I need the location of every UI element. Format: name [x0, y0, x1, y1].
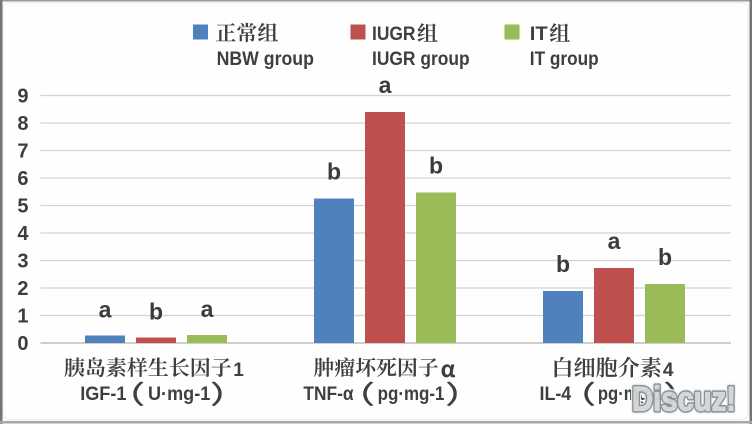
- svg-text:IGF-1: IGF-1: [80, 384, 127, 405]
- svg-text:a: a: [379, 72, 392, 98]
- svg-text:1: 1: [17, 306, 28, 328]
- svg-text:IUGR group: IUGR group: [372, 49, 470, 70]
- svg-text:pg·mg-1: pg·mg-1: [378, 384, 445, 405]
- svg-text:0: 0: [17, 333, 28, 355]
- svg-text:7: 7: [17, 141, 28, 163]
- svg-text:Discuz!: Discuz!: [632, 381, 736, 419]
- svg-text:5: 5: [17, 196, 28, 218]
- svg-text:4: 4: [663, 360, 674, 381]
- svg-text:b: b: [429, 153, 443, 179]
- svg-text:IT group: IT group: [530, 49, 599, 70]
- svg-text:Discuz!: Discuz!: [632, 381, 736, 419]
- svg-text:a: a: [201, 296, 214, 322]
- svg-text:b: b: [327, 159, 341, 185]
- svg-text:Discuz!: Discuz!: [632, 381, 736, 419]
- svg-text:TNF-α: TNF-α: [303, 384, 353, 405]
- svg-text:8: 8: [17, 113, 28, 135]
- svg-text:9: 9: [17, 86, 28, 108]
- svg-text:b: b: [556, 251, 570, 277]
- svg-text:IT: IT: [530, 24, 548, 45]
- svg-text:3: 3: [17, 251, 28, 273]
- svg-text:6: 6: [17, 168, 28, 190]
- svg-text:IL-4: IL-4: [540, 384, 572, 405]
- svg-text:b: b: [658, 244, 672, 270]
- svg-text:a: a: [99, 297, 112, 323]
- svg-text:2: 2: [17, 278, 28, 300]
- svg-text:U·mg-1: U·mg-1: [148, 384, 211, 405]
- svg-text:4: 4: [17, 223, 29, 245]
- svg-text:a: a: [608, 228, 621, 254]
- svg-text:b: b: [149, 299, 163, 325]
- svg-text:NBW group: NBW group: [217, 49, 314, 70]
- svg-text:IUGR: IUGR: [372, 24, 416, 45]
- svg-text:pg·mg-1: pg·mg-1: [598, 384, 664, 405]
- svg-text:1: 1: [233, 360, 244, 381]
